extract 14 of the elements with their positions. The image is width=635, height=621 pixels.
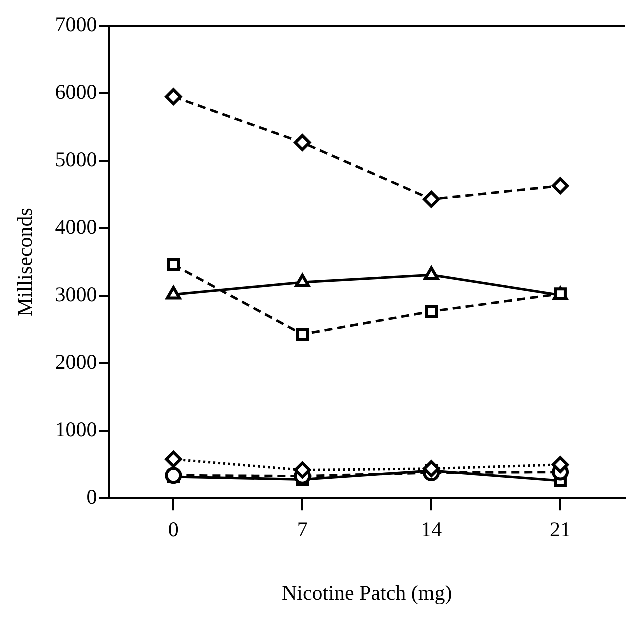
y-axis-title: Milliseconds: [13, 208, 38, 317]
y-tick-label: 1000: [55, 418, 98, 442]
x-tick-label: 7: [297, 518, 308, 542]
y-tick-label: 7000: [55, 12, 98, 37]
y-tick-label: 6000: [55, 80, 98, 104]
y-tick-label: 3000: [55, 282, 98, 307]
x-tick-label: 21: [550, 518, 572, 542]
y-tick-label: 5000: [55, 148, 98, 172]
x-tick-label: 14: [421, 518, 443, 542]
y-tick-label: 4000: [55, 215, 98, 240]
x-axis-title: Nicotine Patch (mg): [282, 580, 452, 605]
y-tick-label: 0: [86, 485, 98, 510]
y-tick-label: 2000: [55, 350, 98, 374]
x-tick-label: 0: [168, 518, 179, 542]
